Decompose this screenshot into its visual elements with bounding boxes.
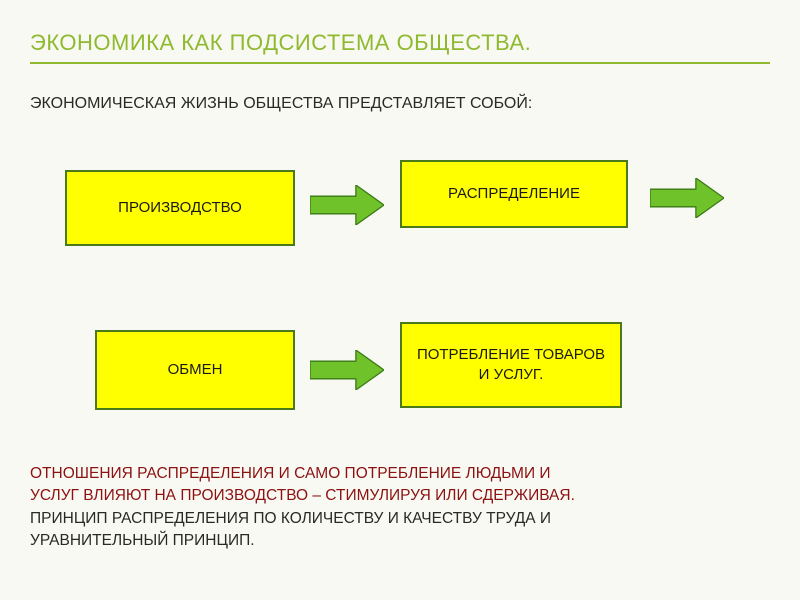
box-exchange: ОБМЕН <box>95 330 295 410</box>
footer-line: УРАВНИТЕЛЬНЫЙ ПРИНЦИП. <box>30 530 575 552</box>
box-label: ПРОИЗВОДСТВО <box>118 198 242 218</box>
arrow-3 <box>310 350 384 390</box>
arrow-1 <box>310 185 384 225</box>
box-label: ОБМЕН <box>168 360 223 380</box>
footer-line: ПРИНЦИП РАСПРЕДЕЛЕНИЯ ПО КОЛИЧЕСТВУ И КА… <box>30 508 575 530</box>
footer-line: ОТНОШЕНИЯ РАСПРЕДЕЛЕНИЯ И САМО ПОТРЕБЛЕН… <box>30 463 575 485</box>
footer-text: ОТНОШЕНИЯ РАСПРЕДЕЛЕНИЯ И САМО ПОТРЕБЛЕН… <box>30 463 575 553</box>
box-label: ПОТРЕБЛЕНИЕ ТОВАРОВИ УСЛУГ. <box>417 345 605 386</box>
footer-line: УСЛУГ ВЛИЯЮТ НА ПРОИЗВОДСТВО – СТИМУЛИРУ… <box>30 485 575 507</box>
arrow-2 <box>650 178 724 218</box>
box-distribution: РАСПРЕДЕЛЕНИЕ <box>400 160 628 228</box>
box-consumption: ПОТРЕБЛЕНИЕ ТОВАРОВИ УСЛУГ. <box>400 322 622 408</box>
slide-subtitle: ЭКОНОМИЧЕСКАЯ ЖИЗНЬ ОБЩЕСТВА ПРЕДСТАВЛЯЕ… <box>30 95 532 113</box>
slide-title: ЭКОНОМИКА КАК ПОДСИСТЕМА ОБЩЕСТВА. <box>30 30 531 56</box>
title-underline <box>30 62 770 64</box>
box-label: РАСПРЕДЕЛЕНИЕ <box>448 184 580 204</box>
box-production: ПРОИЗВОДСТВО <box>65 170 295 246</box>
